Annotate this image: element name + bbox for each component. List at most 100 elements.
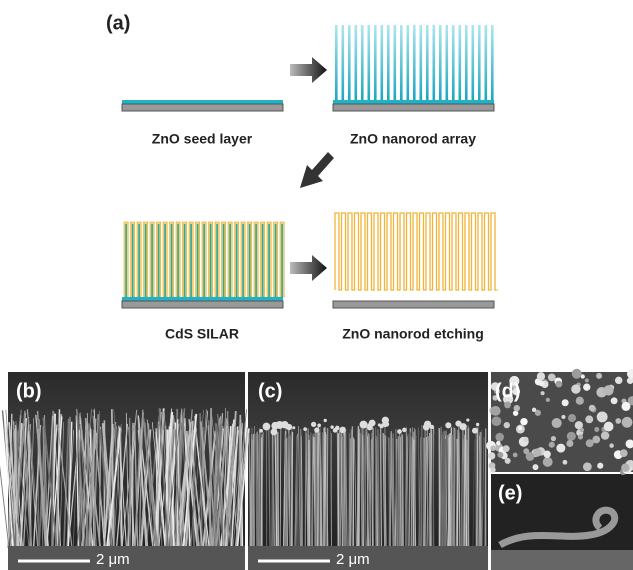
nanorod: [361, 25, 364, 100]
tube-top: [361, 421, 367, 427]
arrow: [290, 255, 327, 281]
top-view-grain: [572, 369, 582, 379]
top-view-grain: [568, 414, 576, 422]
tube-top: [259, 429, 263, 433]
top-view-grain: [589, 405, 596, 412]
top-view-grain: [585, 378, 589, 382]
top-view-grain: [543, 451, 550, 458]
nanorod-array: [335, 25, 494, 100]
core-rod: [236, 224, 238, 297]
tube-top: [292, 426, 295, 429]
top-view-grain: [523, 437, 528, 442]
cds-coated-rods: [124, 222, 284, 297]
tube-top: [311, 422, 316, 427]
top-view-grain: [620, 449, 628, 457]
top-view-grain: [621, 464, 629, 472]
core-rod: [255, 224, 257, 297]
panel-label: (c): [258, 380, 282, 402]
nanorod: [355, 25, 358, 100]
step-label: CdS SILAR: [165, 326, 239, 342]
top-view-grain: [490, 467, 496, 473]
top-view-grain: [549, 442, 555, 448]
top-view-grain: [541, 391, 545, 395]
top-view-grain: [551, 436, 556, 441]
tube-top: [445, 422, 451, 428]
substrate: [333, 104, 494, 111]
top-view-grain: [533, 448, 541, 456]
panel-label: (b): [16, 380, 42, 402]
tube-texture: [261, 437, 262, 548]
tube-top: [314, 427, 319, 432]
tube-top: [276, 421, 284, 429]
top-view-grain: [585, 415, 593, 423]
top-view-grain: [548, 373, 556, 381]
core-rod: [125, 224, 127, 297]
top-view-grain: [537, 372, 545, 380]
top-view-grain: [597, 463, 603, 469]
top-view-grain: [609, 443, 614, 448]
top-view-grain: [546, 398, 550, 402]
top-view-grain: [488, 452, 495, 459]
top-view-grain: [556, 444, 565, 453]
nanorod: [420, 25, 423, 100]
substrate: [333, 301, 494, 308]
tube-top: [472, 428, 478, 434]
tube-texture: [292, 432, 293, 548]
top-view-grain: [576, 397, 584, 405]
top-view-grain: [580, 428, 584, 432]
step-label: ZnO nanorod array: [350, 131, 476, 147]
top-view-grain: [622, 417, 633, 428]
top-view-grain: [538, 381, 543, 386]
arrow: [290, 57, 327, 83]
nanorod: [342, 25, 345, 100]
top-view-grain: [578, 434, 583, 439]
core-rod: [164, 224, 166, 297]
nanorod: [491, 25, 494, 100]
core-rod: [177, 224, 179, 297]
tube-top: [368, 423, 373, 428]
tube-texture: [253, 434, 254, 548]
nanorod: [426, 25, 429, 100]
tube-top: [263, 423, 271, 431]
nanorod: [452, 25, 455, 100]
seed-layer: [122, 297, 283, 301]
nanorod: [478, 25, 481, 100]
top-view-grain: [621, 402, 630, 411]
tube-texture: [485, 428, 486, 548]
seed-layer: [333, 100, 494, 104]
top-view-grain: [490, 445, 496, 451]
top-view-grain: [523, 448, 529, 454]
nanorod: [387, 25, 390, 100]
core-rod: [138, 224, 140, 297]
core-rod: [210, 224, 212, 297]
core-rod: [275, 224, 277, 297]
core-rod: [223, 224, 225, 297]
tube-top: [423, 424, 430, 431]
top-view-grain: [513, 453, 518, 458]
tube-top: [271, 428, 278, 435]
panel-label: (e): [498, 482, 522, 504]
nanorod: [465, 25, 468, 100]
top-view-grain: [532, 408, 536, 412]
tube-texture: [256, 434, 257, 548]
top-view-grain: [543, 457, 553, 467]
nanorod: [472, 25, 475, 100]
figure: (a) ZnO seed layer ZnO nanorod array CdS…: [0, 0, 633, 570]
tube-texture: [464, 434, 465, 548]
nanorod: [433, 25, 436, 100]
tube-top: [339, 427, 345, 433]
seed-layer: [122, 100, 283, 104]
arrow: [300, 152, 334, 188]
tube-top: [324, 419, 327, 422]
tube-texture: [433, 434, 434, 548]
tube-top: [317, 423, 321, 427]
scale-label: 2 μm: [96, 551, 130, 568]
core-rod: [145, 224, 147, 297]
tube-top: [476, 423, 479, 426]
nanorod: [413, 25, 416, 100]
tube-texture: [424, 438, 425, 548]
top-view-grain: [503, 445, 510, 452]
nanorod: [400, 25, 403, 100]
nanorod: [374, 25, 377, 100]
nanorod: [439, 25, 442, 100]
